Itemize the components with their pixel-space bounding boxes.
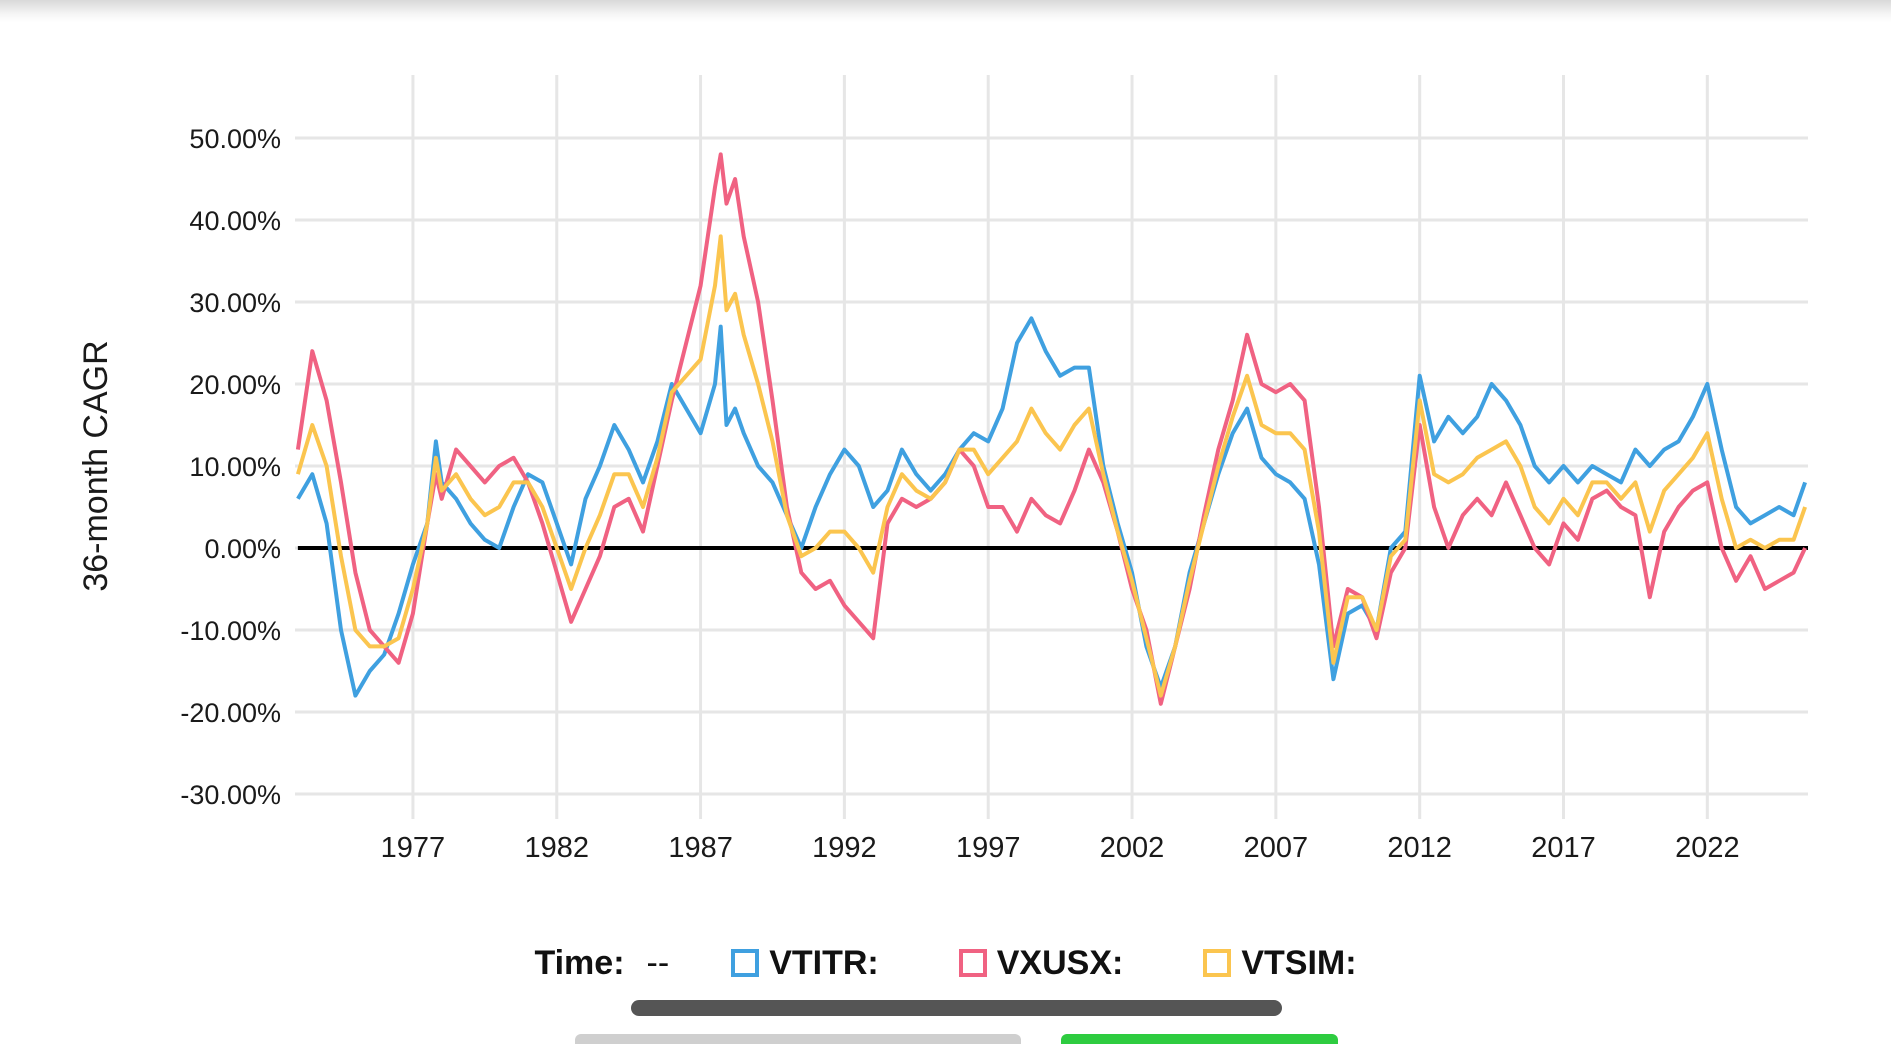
x-tick-label: 2017: [1531, 832, 1596, 864]
bottom-tab-right[interactable]: [1061, 1034, 1338, 1044]
y-axis-label: 36-month CAGR: [77, 340, 115, 591]
series-line-vtsim[interactable]: [295, 234, 1807, 698]
grid: [295, 75, 1808, 819]
x-axis-ticks: 1977 1982 1987 1992 1997 2002 2007 2012 2017 2022: [381, 832, 1740, 864]
y-tick-label: 10.00%: [189, 452, 281, 482]
horizontal-scrollbar[interactable]: [631, 1000, 1282, 1016]
series-lines[interactable]: [295, 152, 1807, 706]
y-tick-label: -30.00%: [180, 780, 281, 810]
legend-swatch-vtsim: [1203, 949, 1232, 977]
bottom-tab-left[interactable]: [575, 1034, 1021, 1044]
x-tick-label: 2022: [1675, 832, 1740, 864]
y-tick-label: -20.00%: [180, 698, 281, 728]
time-label: Time:: [534, 943, 625, 982]
legend-swatch-vtitr: [731, 949, 760, 977]
y-tick-label: 50.00%: [189, 124, 281, 154]
y-tick-label: 30.00%: [189, 288, 281, 318]
x-tick-label: 1977: [381, 832, 446, 864]
x-tick-label: 1987: [668, 832, 733, 864]
x-tick-label: 2012: [1387, 832, 1452, 864]
legend-label-vtitr: VTITR:: [769, 943, 879, 982]
y-tick-label: 40.00%: [189, 206, 281, 236]
line-chart[interactable]: 50.00% 40.00% 30.00% 20.00% 10.00% 0.00% -10.0…: [0, 0, 1891, 930]
legend-item-vxusx[interactable]: VXUSX:: [958, 943, 1124, 983]
x-tick-label: 1997: [956, 832, 1021, 864]
legend-item-vtitr[interactable]: VTITR:: [731, 944, 879, 983]
legend-label-vxusx: VXUSX:: [996, 943, 1124, 982]
y-tick-label: 0.00%: [204, 534, 281, 564]
series-line-vtitr[interactable]: [296, 316, 1807, 698]
legend-label-vtsim: VTSIM:: [1241, 943, 1357, 982]
x-tick-label: 1982: [524, 832, 589, 864]
legend-item-vtsim[interactable]: VTSIM:: [1203, 943, 1357, 983]
top-shadow: [0, 0, 1891, 22]
time-value: --: [646, 943, 670, 982]
series-line-vxusx[interactable]: [295, 152, 1807, 706]
x-tick-label: 1992: [812, 832, 877, 864]
legend-bar: Time: -- VTITR: VXUSX: VTSIM:: [0, 938, 1891, 988]
x-tick-label: 2002: [1100, 832, 1165, 864]
legend-swatch-vxusx: [958, 949, 987, 977]
y-tick-label: -10.00%: [180, 616, 281, 646]
y-axis-ticks: 50.00% 40.00% 30.00% 20.00% 10.00% 0.00% -10.0…: [180, 124, 281, 810]
x-tick-label: 2007: [1244, 832, 1309, 864]
y-tick-label: 20.00%: [189, 370, 281, 400]
